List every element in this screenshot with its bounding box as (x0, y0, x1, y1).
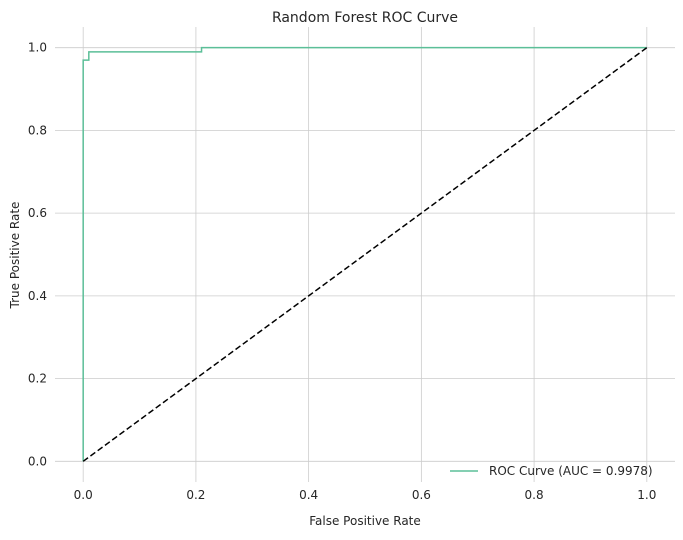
y-tick-label: 0.2 (28, 372, 47, 386)
x-tick-label: 1.0 (637, 488, 656, 502)
x-tick-label: 0.8 (525, 488, 544, 502)
y-tick-label: 0.8 (28, 123, 47, 137)
legend-label: ROC Curve (AUC = 0.9978) (489, 464, 653, 478)
roc-curve-line (82, 46, 647, 462)
y-tick-label: 1.0 (28, 41, 47, 55)
legend: ROC Curve (AUC = 0.9978) (450, 464, 653, 478)
x-axis-title: False Positive Rate (309, 514, 421, 528)
x-tick-label: 0.6 (412, 488, 431, 502)
y-tick-label: 0.4 (28, 289, 47, 303)
y-tick-label: 0.0 (28, 454, 47, 468)
x-tick-label: 0.0 (74, 488, 93, 502)
series-layer (82, 46, 648, 462)
grid-layer (55, 27, 675, 482)
y-tick-label: 0.6 (28, 206, 47, 220)
chart-title: Random Forest ROC Curve (272, 10, 458, 26)
x-tick-label: 0.4 (299, 488, 318, 502)
axis-layer: 0.0 0.2 0.4 0.6 0.8 1.0 0.0 0.2 0.4 0.6 0.8 1.0 (28, 41, 656, 502)
x-tick-label: 0.2 (186, 488, 205, 502)
y-axis-title: True Positive Rate (8, 202, 22, 310)
plot-area (55, 27, 675, 482)
